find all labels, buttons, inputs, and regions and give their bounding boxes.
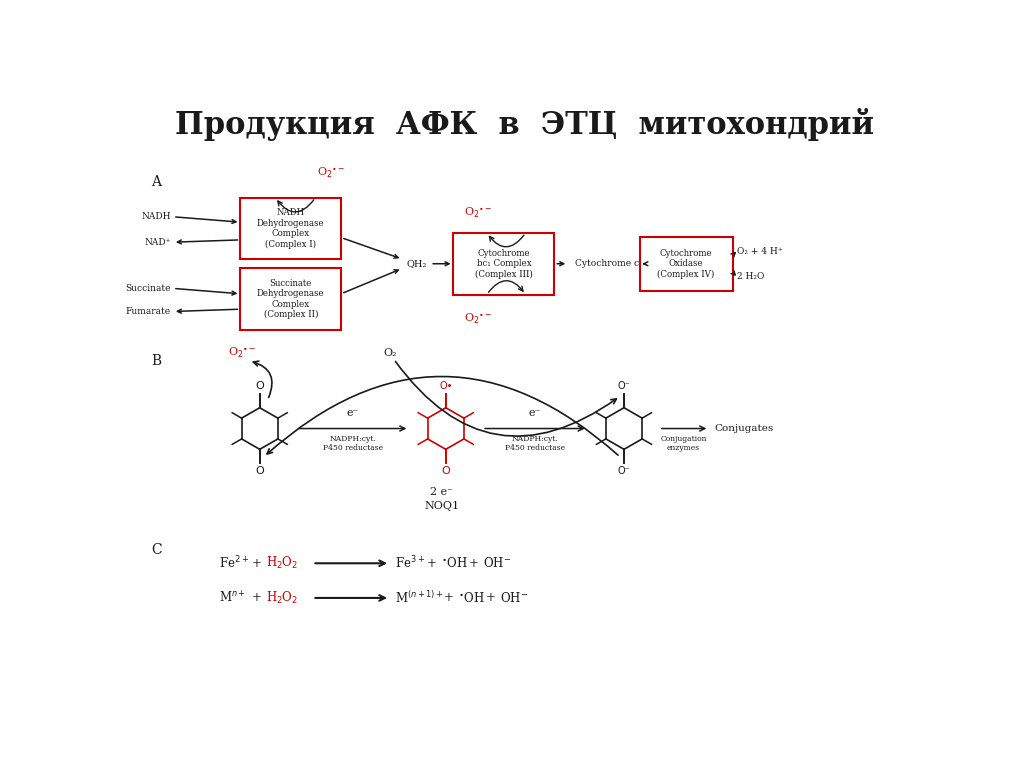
Text: Fumarate: Fumarate — [126, 307, 171, 316]
Text: O$_2$$^{\bullet-}$: O$_2$$^{\bullet-}$ — [316, 166, 345, 180]
Text: M$^{(n+1)+}$: M$^{(n+1)+}$ — [394, 590, 443, 606]
Text: +: + — [469, 557, 479, 570]
Text: OH$^{-}$: OH$^{-}$ — [483, 556, 511, 571]
Text: O₂: O₂ — [383, 348, 396, 358]
FancyArrowPatch shape — [489, 235, 524, 247]
Text: O: O — [441, 466, 451, 476]
Text: NAD⁺: NAD⁺ — [144, 238, 171, 247]
Text: O$_2$$^{\bullet-}$: O$_2$$^{\bullet-}$ — [228, 346, 257, 360]
Text: OH$^{-}$: OH$^{-}$ — [500, 591, 528, 605]
Text: Cytochrome c: Cytochrome c — [574, 259, 639, 268]
FancyBboxPatch shape — [454, 233, 554, 295]
Text: Cytochrome
Oxidase
(Complex IV): Cytochrome Oxidase (Complex IV) — [657, 249, 715, 278]
FancyArrowPatch shape — [267, 377, 618, 455]
Text: Conjugation
enzymes: Conjugation enzymes — [660, 435, 707, 452]
Text: Succinate
Dehydrogenase
Complex
(Complex II): Succinate Dehydrogenase Complex (Complex… — [257, 279, 325, 319]
Text: e⁻: e⁻ — [528, 408, 541, 418]
Text: +: + — [444, 591, 454, 604]
Text: O₂ + 4 H⁺: O₂ + 4 H⁺ — [737, 247, 782, 256]
Text: e⁻: e⁻ — [346, 408, 359, 418]
Text: QH₂: QH₂ — [407, 259, 426, 268]
Text: +: + — [252, 557, 262, 570]
Text: Продукция  АФК  в  ЭТЦ  митохондрий: Продукция АФК в ЭТЦ митохондрий — [175, 108, 874, 141]
Text: M$^{n+}$: M$^{n+}$ — [219, 591, 247, 606]
Text: O$_2$$^{\bullet-}$: O$_2$$^{\bullet-}$ — [464, 206, 493, 220]
Text: B: B — [152, 354, 162, 367]
FancyArrowPatch shape — [253, 361, 272, 397]
Text: O•: O• — [439, 381, 453, 391]
Text: O⁻: O⁻ — [617, 466, 631, 476]
Text: NOQ1: NOQ1 — [424, 501, 460, 511]
Text: +: + — [427, 557, 437, 570]
Text: $^{\bullet}$OH: $^{\bullet}$OH — [441, 556, 468, 571]
Text: O$_2$$^{\bullet-}$: O$_2$$^{\bullet-}$ — [464, 312, 493, 326]
Text: 2 H₂O: 2 H₂O — [737, 272, 765, 281]
Text: O: O — [255, 381, 264, 391]
Text: 2 e⁻: 2 e⁻ — [430, 487, 454, 497]
Text: A: A — [152, 175, 161, 189]
Text: NADH: NADH — [141, 212, 171, 222]
Text: $^{\bullet}$OH: $^{\bullet}$OH — [458, 591, 485, 605]
Text: NADPH:cyt.
P450 reductase: NADPH:cyt. P450 reductase — [505, 435, 565, 452]
Text: +: + — [252, 591, 262, 604]
FancyArrowPatch shape — [395, 361, 616, 436]
Text: O: O — [255, 466, 264, 476]
Text: Fe$^{3+}$: Fe$^{3+}$ — [394, 555, 425, 571]
FancyBboxPatch shape — [640, 237, 732, 291]
FancyArrowPatch shape — [278, 199, 314, 212]
Text: NADH
Dehydrogenase
Complex
(Complex I): NADH Dehydrogenase Complex (Complex I) — [257, 208, 325, 249]
Text: Fe$^{2+}$: Fe$^{2+}$ — [219, 555, 250, 571]
Text: Succinate: Succinate — [125, 284, 171, 293]
Text: O⁻: O⁻ — [617, 381, 631, 391]
Text: NADPH:cyt.
P450 reductase: NADPH:cyt. P450 reductase — [323, 435, 383, 452]
Text: +: + — [486, 591, 496, 604]
Text: Cytochrome
bc₁ Complex
(Complex III): Cytochrome bc₁ Complex (Complex III) — [475, 249, 532, 278]
FancyBboxPatch shape — [241, 268, 341, 330]
Text: H$_2$O$_2$: H$_2$O$_2$ — [266, 590, 298, 606]
FancyBboxPatch shape — [241, 198, 341, 259]
Text: C: C — [152, 543, 162, 557]
Text: Conjugates: Conjugates — [715, 424, 774, 433]
Text: H$_2$O$_2$: H$_2$O$_2$ — [266, 555, 298, 571]
FancyArrowPatch shape — [488, 281, 523, 292]
